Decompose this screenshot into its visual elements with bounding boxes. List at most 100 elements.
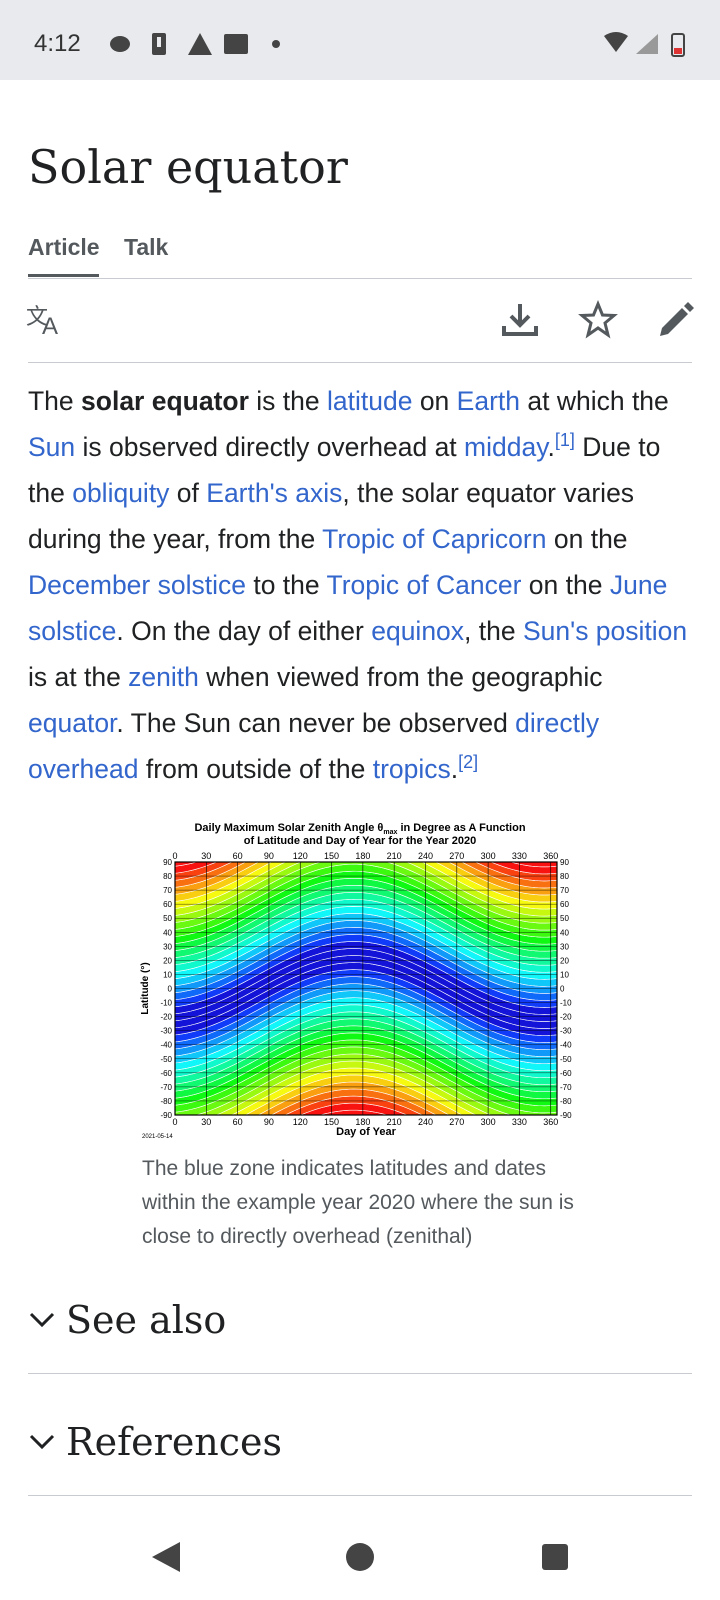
x-tick-label: 60 — [233, 851, 243, 861]
link[interactable]: zenith — [128, 662, 199, 692]
link[interactable]: obliquity — [72, 478, 170, 508]
y-tick-label: -60 — [560, 1069, 572, 1078]
tab-talk[interactable]: Talk — [124, 234, 169, 260]
y-tick-label: -20 — [560, 1013, 572, 1022]
language-icon[interactable]: 文A — [26, 302, 66, 338]
text: . — [450, 754, 459, 784]
y-tick-label: 0 — [560, 985, 565, 994]
contour-band — [319, 1109, 389, 1115]
y-tick-label: 40 — [560, 928, 569, 937]
text: of — [169, 478, 207, 508]
y-tick-label: 0 — [168, 985, 173, 994]
y-tick-label: -60 — [160, 1069, 172, 1078]
title-part: max — [383, 829, 397, 836]
link[interactable]: Earth's axis — [206, 478, 343, 508]
link[interactable]: Sun — [28, 432, 76, 462]
link[interactable]: December solstice — [28, 570, 246, 600]
link[interactable]: Tropic of Capricorn — [322, 524, 547, 554]
text: when viewed from the geographic — [198, 662, 603, 692]
article-paragraph: The solar equator is the latitude on Ear… — [28, 378, 694, 792]
text: at which the — [520, 386, 669, 416]
divider — [28, 362, 692, 363]
reference[interactable]: [1] — [554, 430, 575, 451]
y-tick-label: 80 — [163, 872, 172, 881]
y-tick-label: -40 — [560, 1041, 572, 1050]
link[interactable]: tropics — [372, 754, 451, 784]
home-button[interactable] — [346, 1543, 374, 1571]
y-tick-label: 50 — [560, 914, 569, 923]
x-tick-label: 240 — [418, 1117, 433, 1127]
text: . The Sun can never be observed — [116, 708, 516, 738]
y-axis-label: Latitude (°) — [140, 962, 151, 1014]
contour-band — [175, 862, 557, 903]
y-tick-label: -30 — [160, 1027, 172, 1036]
time: 4:12 — [34, 30, 81, 57]
chevron[interactable] — [28, 1430, 58, 1454]
svg-text:文: 文 — [26, 304, 48, 329]
figure-caption: The blue zone indicates latitudes and da… — [142, 1157, 574, 1248]
contour-band — [175, 862, 557, 924]
section-heading[interactable]: References — [66, 1420, 283, 1464]
reference[interactable]: [2] — [458, 752, 479, 773]
chevron[interactable] — [28, 1308, 58, 1332]
svg-text:A: A — [42, 313, 58, 338]
download-icon[interactable] — [500, 300, 540, 340]
x-tick-label: 180 — [355, 1117, 370, 1127]
edit-icon[interactable] — [656, 300, 696, 340]
y-tick-label: 30 — [560, 942, 569, 951]
y-tick-label: 80 — [560, 872, 569, 881]
x-tick-label: 0 — [172, 1117, 177, 1127]
x-tick-label: 330 — [512, 851, 527, 861]
x-tick-label: 210 — [387, 851, 402, 861]
x-tick-label: 240 — [418, 851, 433, 861]
recents-button[interactable] — [542, 1544, 568, 1570]
link[interactable]: Tropic of Cancer — [326, 570, 522, 600]
link[interactable]: June solstice — [28, 570, 668, 646]
x-tick-label: 180 — [355, 851, 370, 861]
x-tick-label: 30 — [201, 1117, 211, 1127]
divider — [28, 278, 692, 279]
x-tick-label: 30 — [201, 851, 211, 861]
text: . On the day of either — [116, 616, 372, 646]
text: from outside of the — [138, 754, 373, 784]
x-tick-label: 330 — [512, 1117, 527, 1127]
x-tick-label: 360 — [543, 1117, 558, 1127]
title-part: Daily Maximum Solar Zenith Angle θ — [194, 822, 383, 834]
text: . — [547, 432, 555, 462]
y-tick-label: 10 — [163, 970, 172, 979]
y-tick-label: -50 — [560, 1055, 572, 1064]
watch-star-icon[interactable] — [578, 300, 618, 340]
y-tick-label: 40 — [163, 928, 172, 937]
title-part: in Degree as A Function — [397, 822, 525, 834]
link[interactable]: equator — [28, 708, 117, 738]
y-tick-label: 50 — [163, 914, 172, 923]
y-tick-label: -10 — [560, 999, 572, 1008]
y-tick-label: -70 — [560, 1083, 572, 1092]
link[interactable]: directly overhead — [28, 708, 600, 784]
back-button[interactable] — [152, 1542, 180, 1572]
plot-frame — [174, 861, 558, 1116]
text: on — [412, 386, 457, 416]
link[interactable]: Earth — [456, 386, 520, 416]
link[interactable]: equinox — [371, 616, 465, 646]
text: on the — [546, 524, 628, 554]
text: to the — [245, 570, 327, 600]
link[interactable]: latitude — [327, 386, 413, 416]
section-heading[interactable]: See also — [66, 1298, 227, 1342]
y-tick-label: -50 — [160, 1055, 172, 1064]
text: is observed directly overhead at — [75, 432, 465, 462]
x-tick-label: 300 — [481, 1117, 496, 1127]
x-tick-label: 150 — [324, 851, 339, 861]
y-tick-label: 70 — [560, 886, 569, 895]
x-tick-label: 300 — [481, 851, 496, 861]
tab-indicator — [28, 274, 99, 277]
text: on the — [521, 570, 610, 600]
link[interactable]: midday — [464, 432, 548, 462]
tab-article[interactable]: Article — [28, 234, 100, 260]
divider — [28, 1373, 692, 1374]
link[interactable]: Sun's position — [522, 616, 688, 646]
y-tick-label: 60 — [560, 900, 569, 909]
figure-title: Daily Maximum Solar Zenith Angle θmax in… — [194, 822, 525, 836]
status-icons — [110, 33, 280, 55]
